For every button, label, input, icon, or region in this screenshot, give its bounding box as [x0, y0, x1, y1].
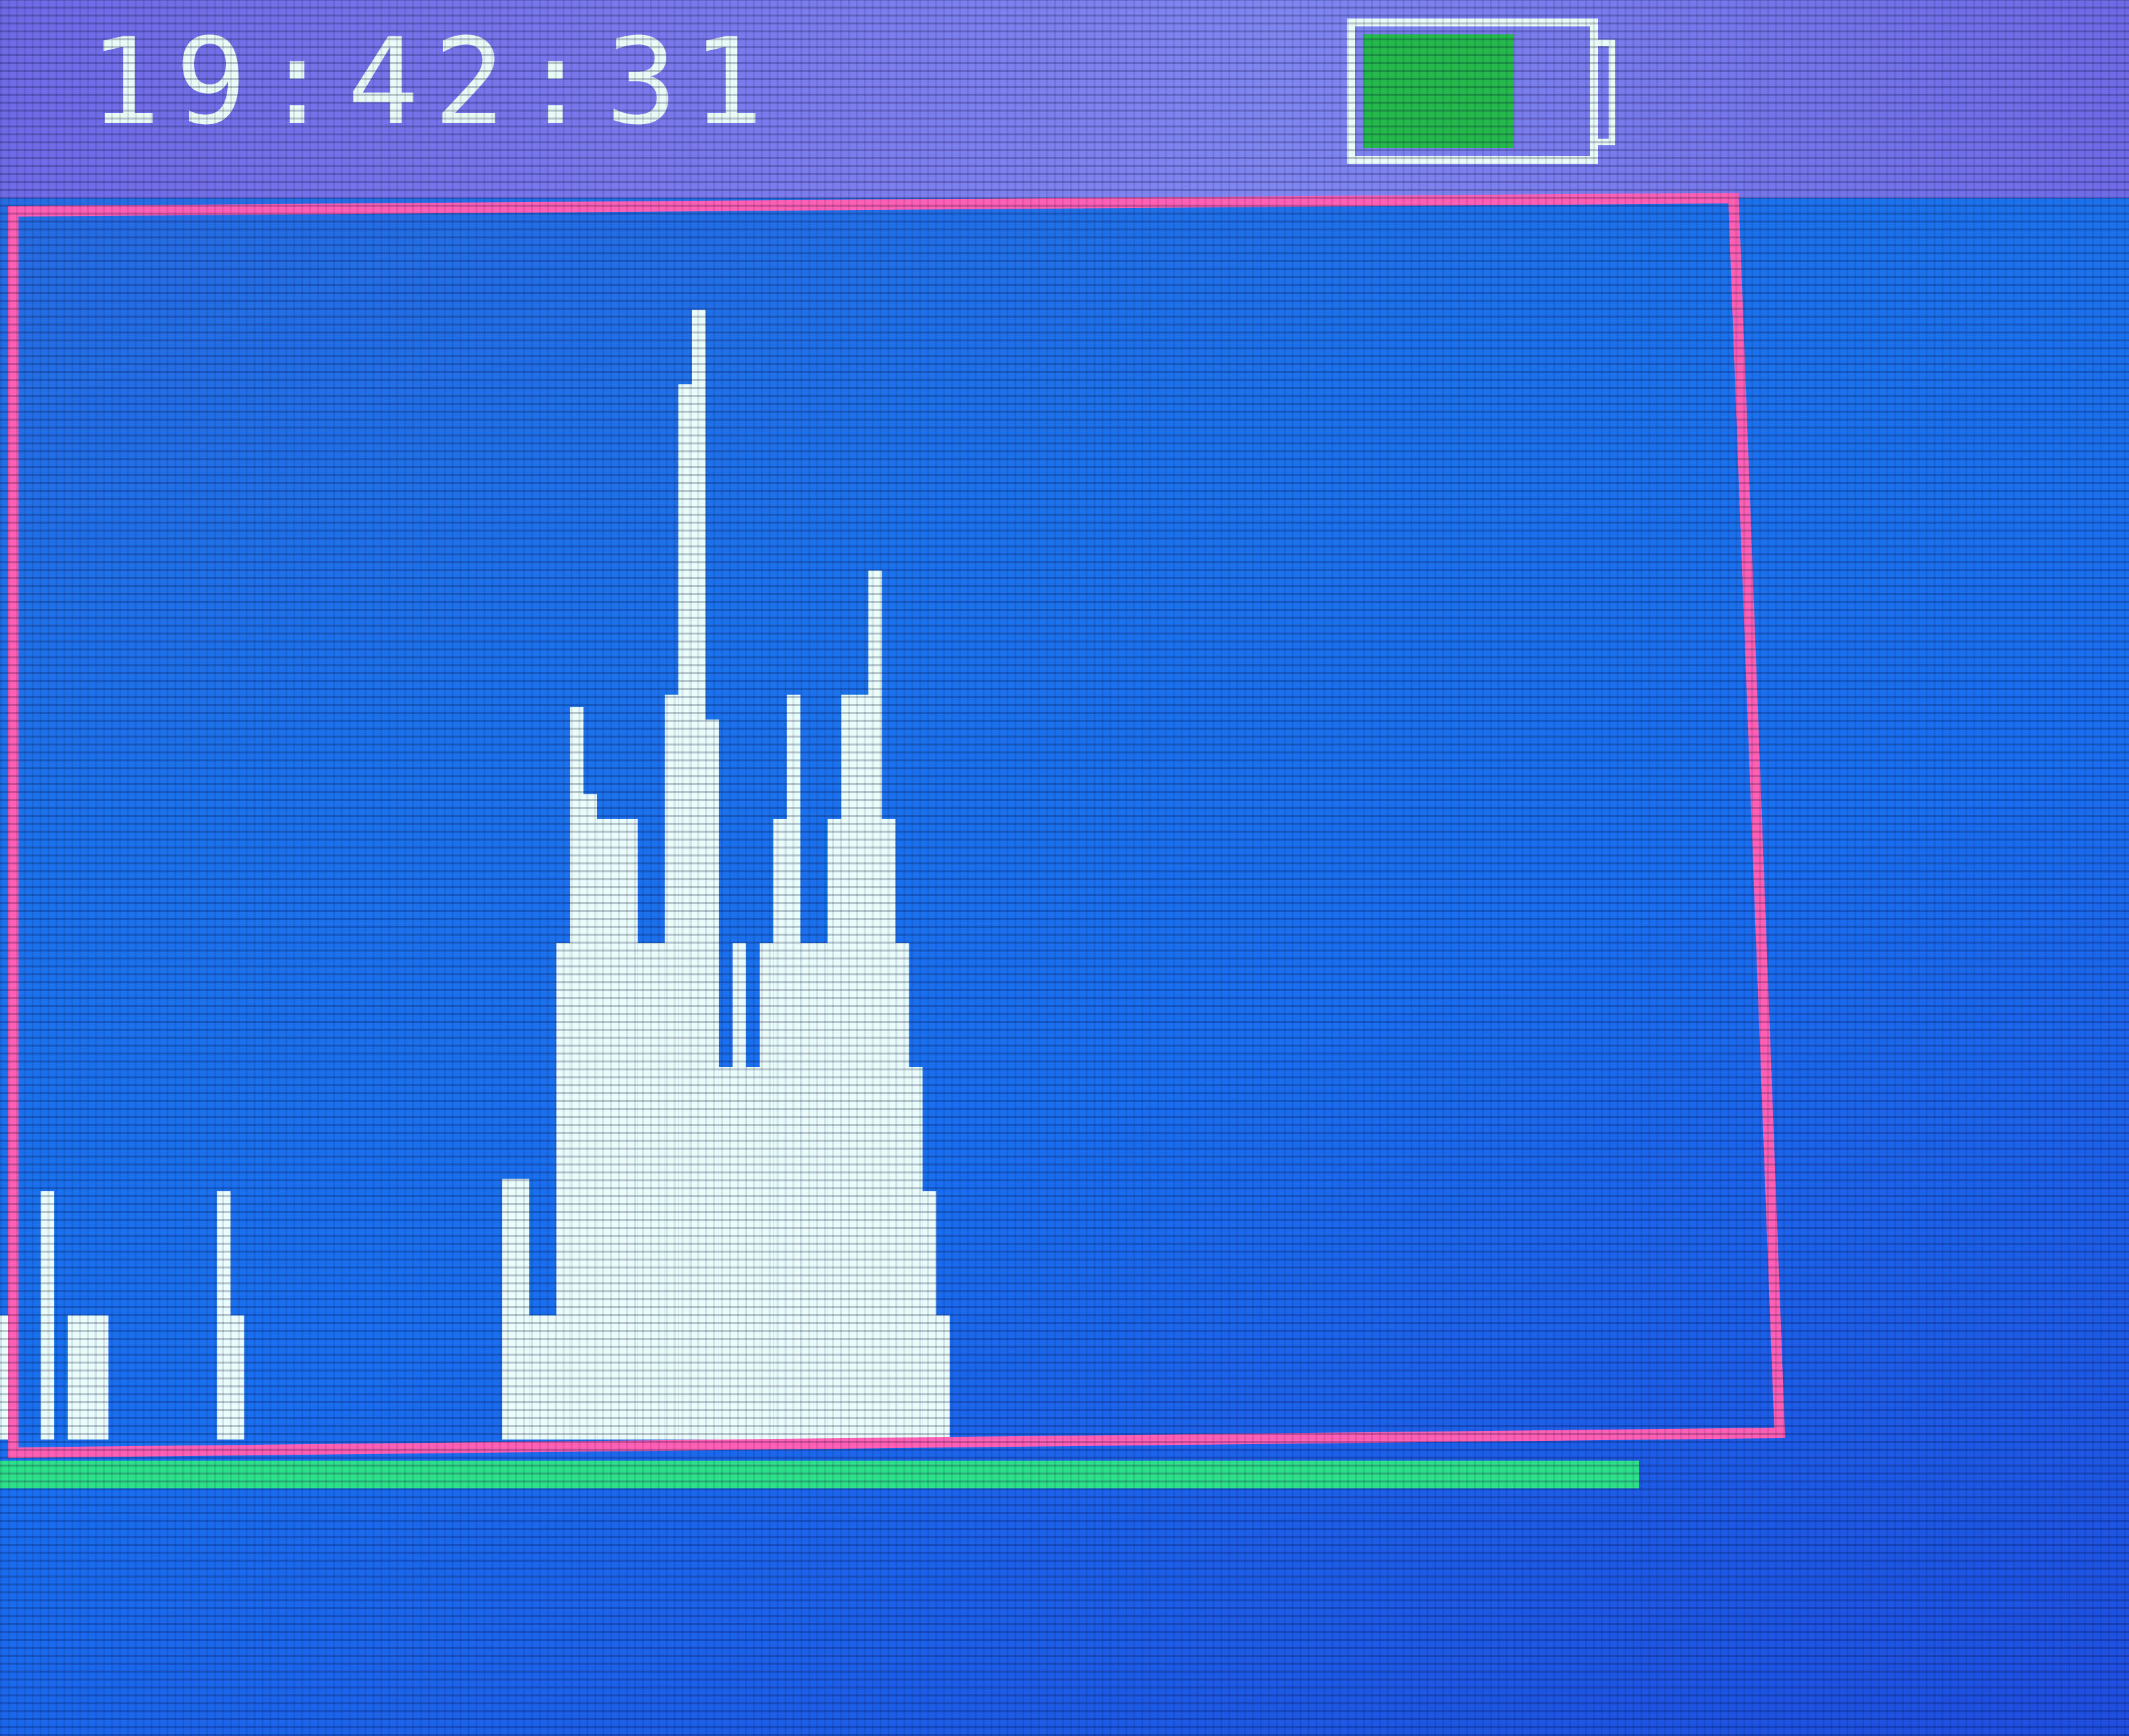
- spectrum-bar-5: [230, 1315, 244, 1440]
- spectrum-bar-31: [923, 1191, 936, 1440]
- status-bar: 19:42:31: [0, 0, 2129, 198]
- spectrum-bar-4: [217, 1191, 231, 1440]
- spectrum-bar-11: [597, 819, 638, 1440]
- spectrum-bar-6: [502, 1179, 530, 1440]
- spectrum-bar-13: [664, 695, 679, 1440]
- spectrum-bar-27: [868, 571, 882, 1440]
- spectrum-bar-17: [719, 1067, 733, 1440]
- spectrum-bar-21: [773, 819, 787, 1440]
- battery-level-fill: [1363, 34, 1514, 148]
- spectrum-bar-2: [67, 1315, 95, 1440]
- spectrum-bar-30: [909, 1067, 923, 1440]
- spectrum-bar-24: [814, 943, 828, 1440]
- spectrum-bar-12: [637, 943, 665, 1440]
- spectrum-bar-26: [841, 695, 868, 1440]
- spectrum-bar-18: [732, 943, 746, 1440]
- spectrum-bar-23: [800, 943, 814, 1440]
- spectrum-bar-8: [556, 943, 570, 1440]
- spectrum-bar-32: [936, 1315, 950, 1440]
- spectrum-bar-10: [583, 794, 597, 1440]
- spectrum-bar-16: [705, 719, 719, 1440]
- spectrum-bar-7: [529, 1315, 557, 1440]
- battery-terminal: [1597, 40, 1615, 145]
- spectrum-bar-28: [882, 819, 895, 1440]
- spectrum-bar-9: [570, 707, 584, 1440]
- spectrum-bar-1: [40, 1191, 55, 1440]
- plot-frame: [7, 192, 1786, 1459]
- spectrum-bar-3: [94, 1315, 109, 1440]
- clock-readout: 19:42:31: [89, 13, 778, 151]
- spectrum-bar-19: [746, 1067, 760, 1440]
- spectrum-bar-15: [691, 310, 706, 1440]
- progress-bar: [0, 1461, 1639, 1488]
- battery-icon: [1347, 18, 1598, 164]
- spectrum-bar-25: [827, 819, 841, 1440]
- spectrum-bar-29: [895, 943, 909, 1440]
- spectrum-bars: [0, 310, 950, 1440]
- spectrum-bar-20: [759, 943, 774, 1440]
- spectrum-bar-14: [678, 384, 692, 1440]
- spectrum-bar-22: [786, 695, 801, 1440]
